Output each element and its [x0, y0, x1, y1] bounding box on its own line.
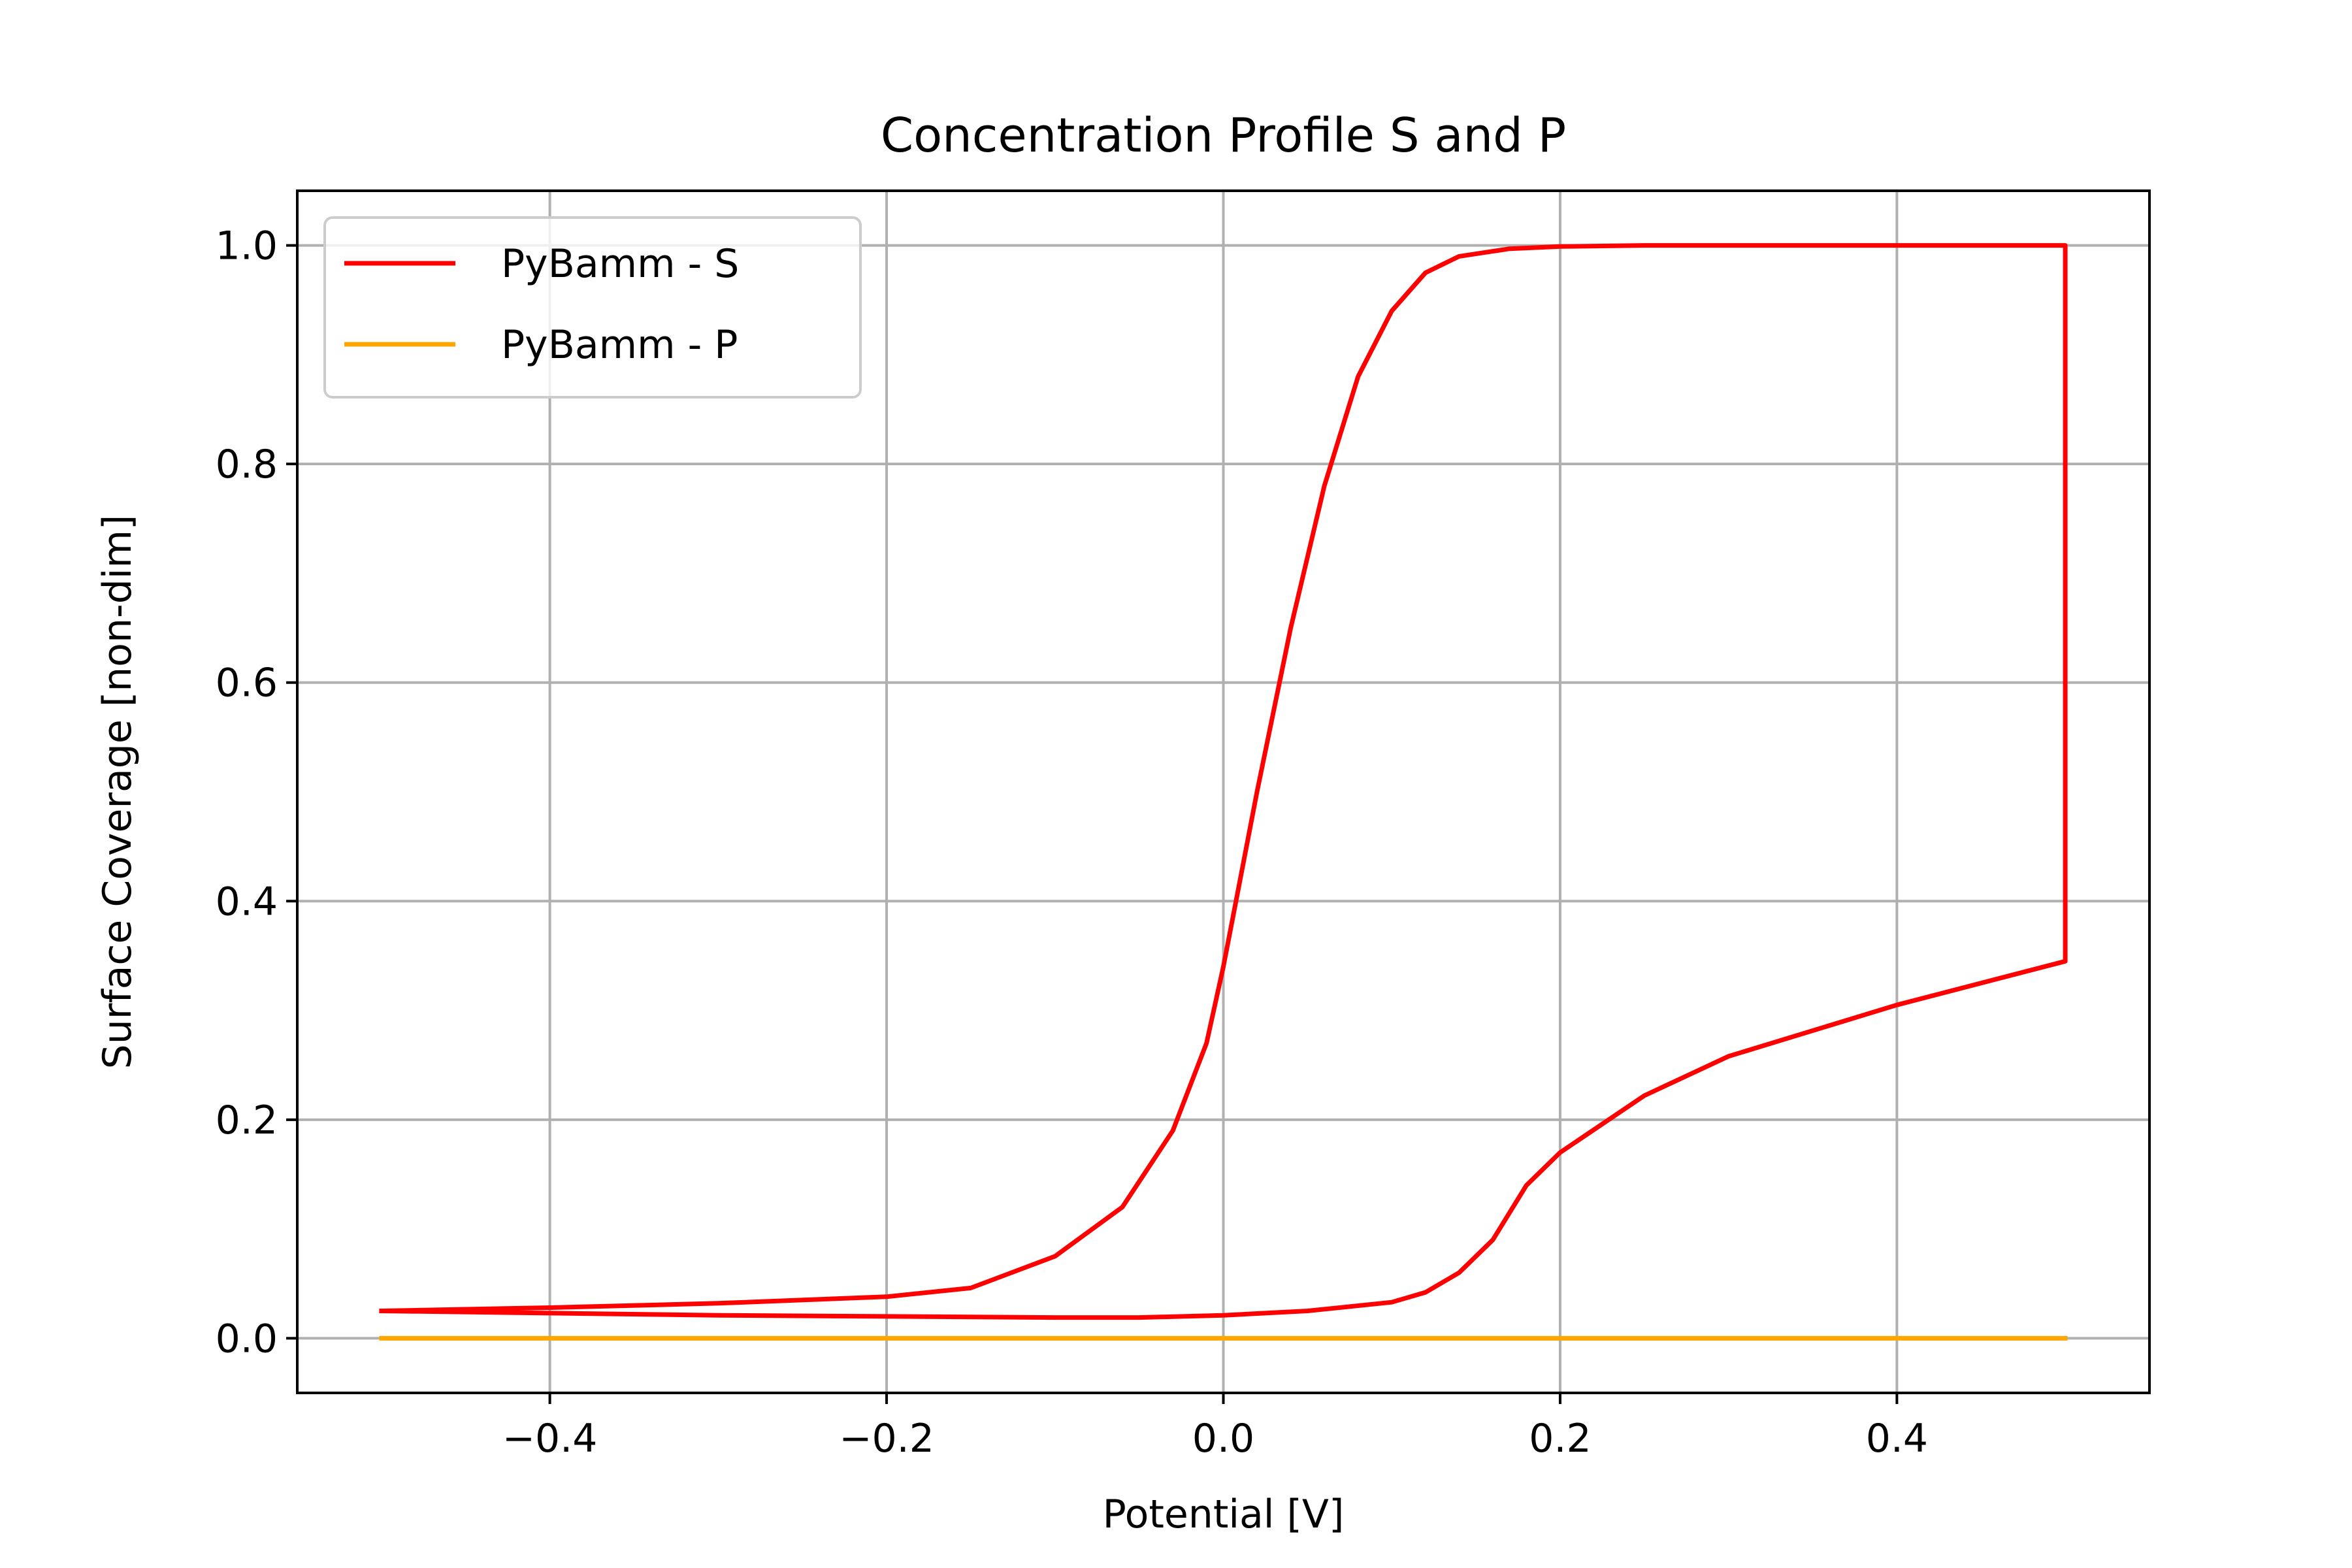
y-tick-label: 0.4	[216, 879, 278, 924]
y-tick-label: 0.8	[216, 442, 278, 487]
legend-label: PyBamm - S	[501, 241, 739, 287]
x-tick-label: 0.0	[1192, 1416, 1254, 1462]
x-tick-label: −0.4	[502, 1416, 598, 1462]
y-tick-label: 0.6	[216, 661, 278, 706]
legend: PyBamm - S PyBamm - P	[323, 216, 862, 399]
chart-title: Concentration Profile S and P	[881, 108, 1566, 163]
y-tick-label: 0.2	[216, 1098, 278, 1143]
x-tick-label: 0.2	[1529, 1416, 1591, 1462]
legend-box	[323, 216, 862, 399]
y-tick-label: 1.0	[216, 223, 278, 269]
legend-label: PyBamm - P	[501, 322, 738, 368]
series-group	[379, 243, 2068, 1341]
ticks: −0.4 −0.2 0.0 0.2 0.4 0.0 0.2 0.4 0.6 0.8 1.0	[216, 223, 1929, 1462]
y-axis-label: Surface Coverage [non-dim]	[95, 515, 140, 1070]
y-tick-label: 0.0	[216, 1316, 278, 1362]
x-axis-label: Potential [V]	[1103, 1492, 1345, 1537]
x-tick-label: −0.2	[839, 1416, 934, 1462]
series-line	[379, 243, 2068, 1320]
x-tick-label: 0.4	[1866, 1416, 1928, 1462]
